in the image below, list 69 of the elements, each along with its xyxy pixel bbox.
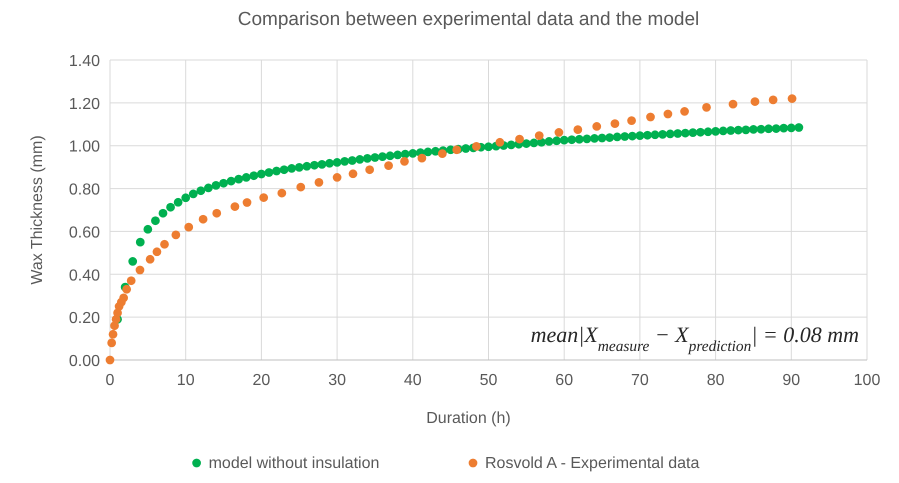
point — [198, 214, 208, 224]
point — [122, 284, 132, 294]
point — [728, 100, 738, 109]
point — [400, 156, 409, 166]
point — [534, 131, 544, 140]
point — [277, 188, 286, 198]
point — [242, 198, 252, 207]
point — [160, 240, 169, 249]
x-tick-label: 20 — [252, 372, 270, 389]
point — [184, 222, 194, 232]
x-tick-label: 70 — [631, 372, 649, 389]
chart-title: Comparison between experimental data and the model — [238, 9, 700, 30]
point — [472, 142, 481, 151]
x-axis-title: Duration (h) — [426, 410, 511, 427]
y-tick-label: 1.20 — [68, 96, 100, 113]
point — [627, 116, 636, 126]
x-tick-label: 10 — [176, 372, 195, 389]
point — [384, 161, 393, 170]
y-tick-label: 0.80 — [68, 182, 100, 199]
point — [126, 276, 136, 286]
point — [146, 254, 154, 264]
x-tick-label: 60 — [555, 372, 574, 389]
y-tick-label: 0.20 — [68, 310, 100, 328]
point — [106, 356, 114, 364]
y-tick-label: 0.60 — [68, 224, 100, 242]
point — [438, 149, 447, 158]
point — [418, 154, 426, 163]
point — [554, 128, 564, 137]
y-tick-label: 0.40 — [68, 267, 100, 284]
point — [768, 95, 778, 104]
y-tick-label: 0.00 — [68, 353, 100, 370]
point — [152, 247, 162, 256]
point — [296, 182, 306, 192]
point — [750, 97, 760, 106]
legend-label: Rosvold A - Experimental data — [485, 455, 700, 472]
point — [136, 266, 144, 274]
legend-label: model without insulation — [208, 455, 380, 472]
point — [348, 169, 358, 178]
point — [592, 122, 602, 131]
x-tick-label: 100 — [854, 372, 880, 389]
point — [332, 173, 342, 182]
point — [107, 338, 116, 348]
x-tick-label: 40 — [404, 372, 422, 389]
point — [788, 94, 796, 103]
y-tick-label: 1.40 — [68, 53, 100, 70]
point — [259, 193, 268, 202]
point — [495, 138, 504, 147]
point — [230, 202, 240, 211]
point — [365, 165, 374, 174]
point — [702, 102, 711, 112]
point — [108, 330, 118, 339]
point — [573, 125, 582, 134]
point — [314, 178, 324, 187]
point — [119, 293, 128, 302]
x-tick-label: 50 — [480, 372, 498, 389]
annotation: mean|X$_{measure}$ − X$_{prediction}$| = 0.08 mm — [530, 322, 859, 354]
x-tick-label: 30 — [328, 372, 346, 389]
y-axis-title: Wax Thickness (mm) — [29, 135, 46, 285]
x-tick-label: 0 — [106, 372, 115, 389]
point — [515, 134, 524, 144]
point — [212, 208, 222, 218]
point — [646, 112, 655, 122]
x-tick-label: 90 — [782, 372, 800, 389]
point — [171, 230, 180, 240]
point — [680, 107, 689, 116]
point — [664, 110, 672, 118]
x-tick-label: 80 — [706, 372, 725, 389]
y-tick-label: 1.00 — [68, 138, 100, 156]
point — [610, 119, 620, 128]
